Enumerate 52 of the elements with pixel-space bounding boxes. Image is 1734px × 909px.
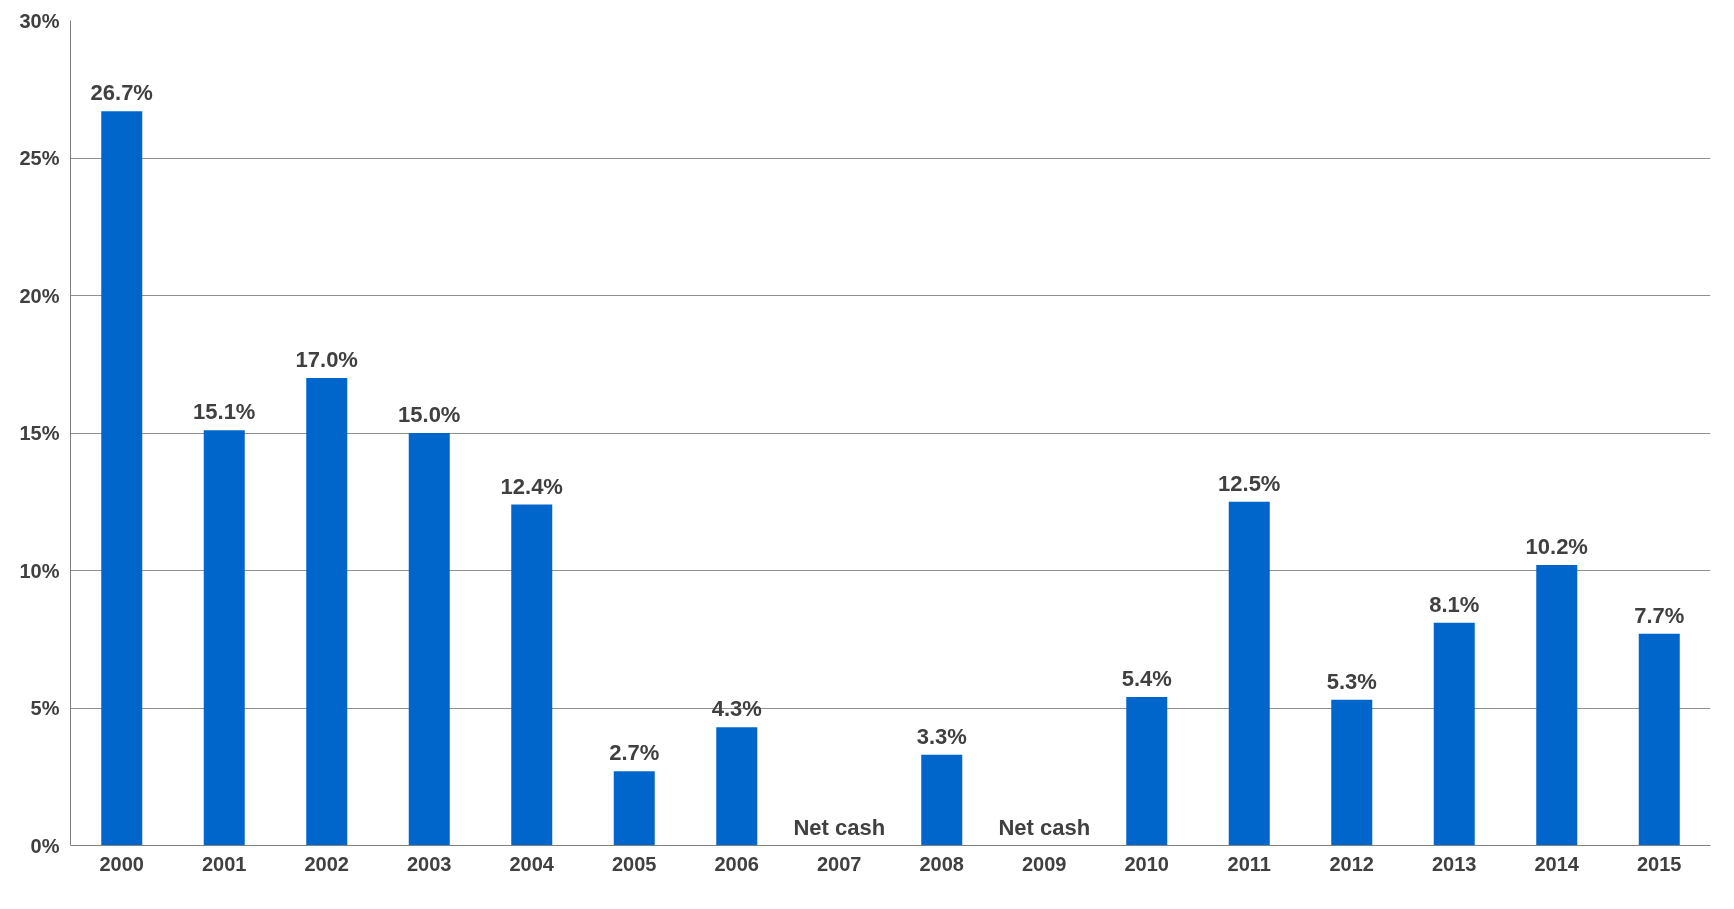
bar: [921, 754, 963, 846]
bar: [511, 504, 553, 846]
bar: [1126, 697, 1168, 846]
y-tick-label: 0%: [30, 834, 60, 857]
x-tick-label: 2008: [919, 852, 964, 875]
x-tick-label: 2010: [1124, 852, 1169, 875]
data-label: 8.1%: [1429, 591, 1480, 617]
bar: [408, 433, 450, 846]
data-label: 26.7%: [90, 80, 153, 106]
x-tick-label: 2005: [612, 852, 657, 875]
bar: [203, 430, 245, 846]
x-tick-label: 2012: [1329, 852, 1374, 875]
y-tick-label: 25%: [19, 147, 60, 169]
data-label: 3.3%: [916, 723, 967, 749]
data-label: 12.5%: [1218, 470, 1281, 496]
bar: [716, 727, 758, 846]
bar: [1228, 501, 1270, 846]
x-tick-label: 2001: [202, 852, 247, 875]
x-tick-label: 2003: [407, 852, 452, 875]
y-tick-label: 10%: [19, 559, 60, 582]
x-tick-label: 2009: [1022, 852, 1067, 875]
text: Net cash: [998, 814, 1091, 840]
x-tick-label: 2006: [714, 852, 759, 875]
x-tick-label: 2014: [1534, 852, 1580, 875]
data-label: 5.3%: [1326, 668, 1377, 694]
y-tick-label: 30%: [19, 9, 60, 32]
data-label: 10.2%: [1525, 534, 1588, 559]
x-tick-label: 2000: [99, 852, 144, 875]
bar: [306, 378, 348, 846]
bar: [101, 111, 143, 846]
bar: [613, 771, 655, 846]
y-tick-label: 5%: [30, 697, 60, 719]
data-label: 17.0%: [295, 347, 358, 372]
x-tick-label: 2007: [817, 852, 862, 875]
x-tick-label: 2013: [1432, 852, 1477, 875]
data-label: 12.4%: [500, 473, 563, 499]
data-label: 7.7%: [1634, 602, 1685, 628]
data-label: 5.4%: [1121, 666, 1172, 691]
x-tick-label: 2002: [304, 852, 349, 875]
bar: [1331, 699, 1373, 846]
bar: [1536, 565, 1578, 846]
text: Net cash: [793, 814, 886, 840]
x-tick-label: 2011: [1227, 852, 1271, 875]
data-label: 15.1%: [193, 399, 256, 425]
x-tick-label: 2004: [509, 852, 555, 875]
y-tick-label: 20%: [19, 284, 60, 307]
bar: [1433, 622, 1475, 846]
bar: [1638, 633, 1680, 846]
data-label: 2.7%: [609, 740, 660, 766]
x-tick-label: 2015: [1637, 852, 1682, 875]
y-tick-label: 15%: [19, 422, 60, 444]
data-label: 15.0%: [398, 402, 461, 427]
